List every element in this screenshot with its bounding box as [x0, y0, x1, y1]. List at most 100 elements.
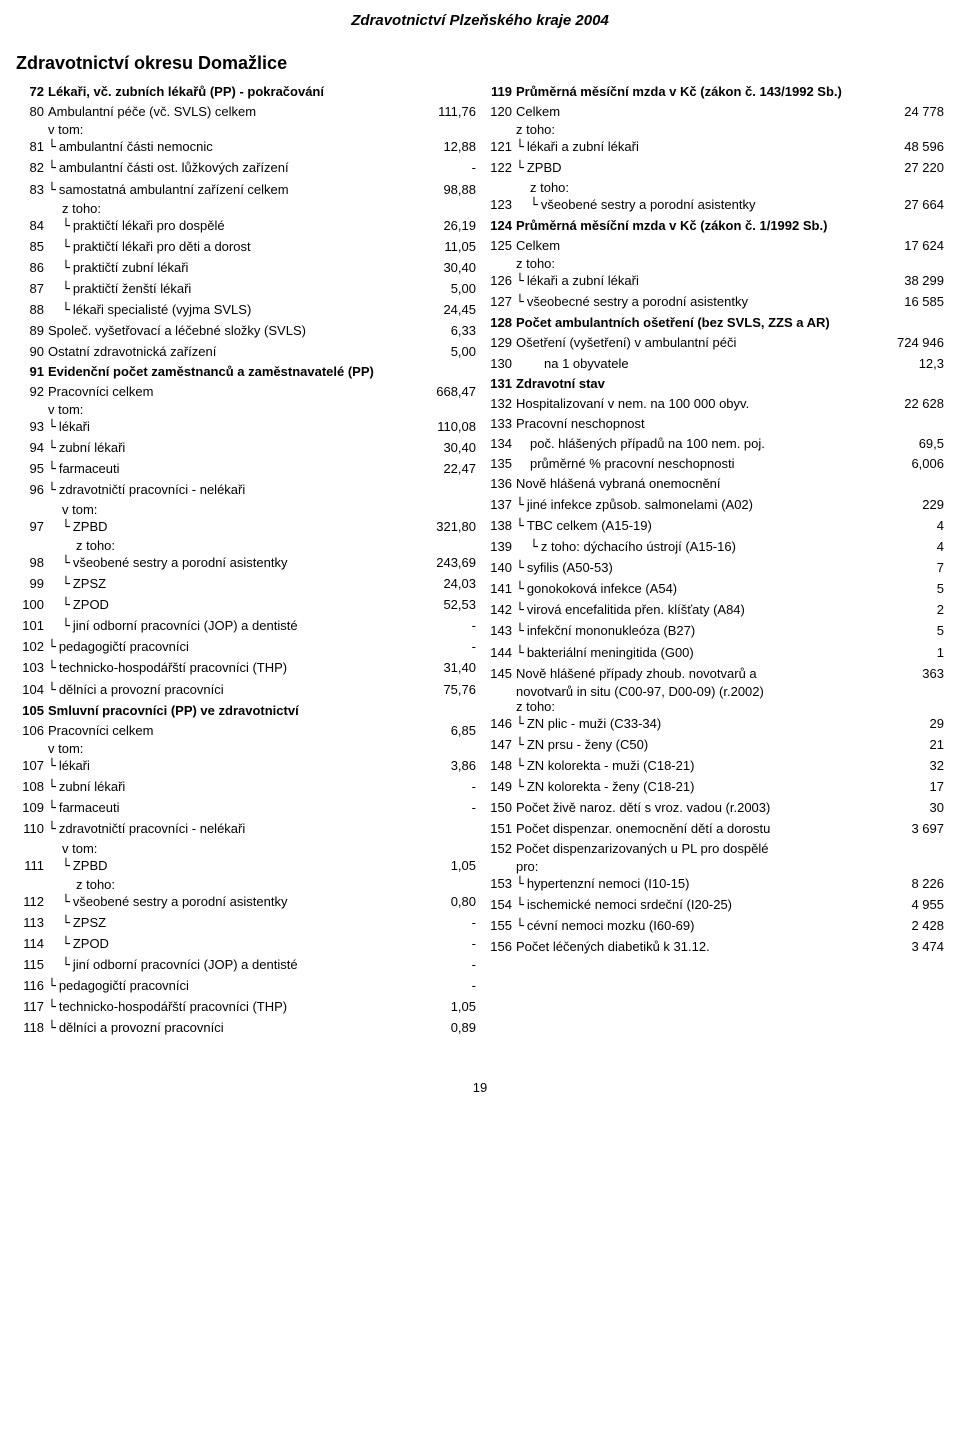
row-number: 146	[484, 714, 516, 734]
row-value: 724 946	[878, 333, 944, 353]
row-value: -	[410, 158, 476, 178]
row-value: 5,00	[410, 279, 476, 299]
row-label: Pracovní neschopnost	[516, 414, 878, 434]
row-value: 321,80	[410, 517, 476, 537]
row-number: 122	[484, 158, 516, 178]
row-label: └všeobecné sestry a porodní asistentky	[516, 292, 878, 313]
tree-connector-icon: └	[48, 977, 59, 997]
row-number: 110	[16, 819, 48, 839]
row-number: 82	[16, 158, 48, 178]
row-label: └lékaři	[48, 417, 410, 438]
row-number: 94	[16, 438, 48, 458]
row-label: Nově hlášené případy zhoub. novotvarů a	[516, 664, 878, 684]
row-value: 22,47	[410, 459, 476, 479]
tree-connector-icon: └	[62, 301, 73, 321]
row-value: 52,53	[410, 595, 476, 615]
row-number: 90	[16, 342, 48, 362]
row-label: └ZN prsu - ženy (C50)	[516, 735, 878, 756]
data-row: 143└infekční mononukleóza (B27)5	[484, 621, 944, 642]
row-label: Zdravotní stav	[516, 374, 878, 394]
data-row: 116└pedagogičtí pracovníci-	[16, 976, 476, 997]
row-label: └ambulantní části ost. lůžkových zařízen…	[48, 158, 410, 179]
data-row: 141└gonokoková infekce (A54)5	[484, 579, 944, 600]
row-label: Ošetření (vyšetření) v ambulantní péči	[516, 333, 878, 353]
row-label: Počet léčených diabetiků k 31.12.	[516, 937, 878, 957]
sub-label: z toho:	[484, 699, 944, 714]
row-number: 98	[16, 553, 48, 573]
row-number: 154	[484, 895, 516, 915]
row-number: 107	[16, 756, 48, 776]
tree-connector-icon: └	[62, 617, 73, 637]
row-value: 24 778	[878, 102, 944, 122]
row-label: └praktičtí ženští lékaři	[48, 279, 410, 300]
row-label: └zdravotničtí pracovníci - nelékaři	[48, 819, 410, 840]
row-value: 30,40	[410, 438, 476, 458]
row-value: 1,05	[410, 997, 476, 1017]
row-label: na 1 obyvatele	[516, 354, 878, 374]
tree-connector-icon: └	[48, 778, 59, 798]
tree-connector-icon: └	[516, 715, 527, 735]
row-value: 12,3	[878, 354, 944, 374]
data-row: 127└všeobecné sestry a porodní asistentk…	[484, 292, 944, 313]
tree-connector-icon: └	[48, 638, 59, 658]
left-column: 72Lékaři, vč. zubních lékařů (PP) - pokr…	[16, 82, 476, 1040]
row-label: └praktičtí lékaři pro děti a dorost	[48, 237, 410, 258]
data-row: 99└ZPSZ24,03	[16, 574, 476, 595]
row-label: └ZPBD	[48, 856, 410, 877]
row-label: └ZPBD	[48, 517, 410, 538]
row-number: 113	[16, 913, 48, 933]
row-label: └ZN plic - muži (C33-34)	[516, 714, 878, 735]
tree-connector-icon: └	[62, 575, 73, 595]
data-row: 100└ZPOD52,53	[16, 595, 476, 616]
data-row: 101└jiní odborní pracovníci (JOP) a dent…	[16, 616, 476, 637]
tree-connector-icon: └	[516, 778, 527, 798]
tree-connector-icon: └	[48, 181, 59, 201]
sub-label: v tom:	[16, 502, 476, 517]
row-value: 111,76	[410, 102, 476, 122]
tree-connector-icon: └	[62, 518, 73, 538]
row-value: 24,45	[410, 300, 476, 320]
row-value: 75,76	[410, 680, 476, 700]
data-row: 124Průměrná měsíční mzda v Kč (zákon č. …	[484, 216, 944, 236]
tree-connector-icon: └	[516, 875, 527, 895]
row-number: 85	[16, 237, 48, 257]
data-row: 122└ZPBD27 220	[484, 158, 944, 179]
row-value: 8 226	[878, 874, 944, 894]
tree-connector-icon: └	[516, 293, 527, 313]
data-row: 81└ambulantní části nemocnic12,88	[16, 137, 476, 158]
columns: 72Lékaři, vč. zubních lékařů (PP) - pokr…	[16, 82, 944, 1040]
row-label: Průměrná měsíční mzda v Kč (zákon č. 143…	[516, 82, 878, 102]
row-value: 21	[878, 735, 944, 755]
row-value: 22 628	[878, 394, 944, 414]
sub-label: z toho:	[484, 256, 944, 271]
tree-connector-icon: └	[62, 596, 73, 616]
tree-connector-icon: └	[62, 554, 73, 574]
row-label: Pracovníci celkem	[48, 721, 410, 741]
tree-connector-icon: └	[48, 799, 59, 819]
data-row: 149└ZN kolorekta - ženy (C18-21)17	[484, 777, 944, 798]
data-row: 125Celkem17 624	[484, 236, 944, 256]
tree-connector-icon: └	[48, 820, 59, 840]
data-row: 85└praktičtí lékaři pro děti a dorost11,…	[16, 237, 476, 258]
data-row: 138└TBC celkem (A15-19)4	[484, 516, 944, 537]
data-row: 119Průměrná měsíční mzda v Kč (zákon č. …	[484, 82, 944, 102]
data-row: 128Počet ambulantních ošetření (bez SVLS…	[484, 313, 944, 333]
row-label: Nově hlášená vybraná onemocnění	[516, 474, 878, 494]
tree-connector-icon: └	[48, 481, 59, 501]
data-row: 152Počet dispenzarizovaných u PL pro dos…	[484, 839, 944, 859]
data-row: 129Ošetření (vyšetření) v ambulantní péč…	[484, 333, 944, 353]
tree-connector-icon: └	[516, 496, 527, 516]
row-number: 130	[484, 354, 516, 374]
row-label: └jiní odborní pracovníci (JOP) a dentist…	[48, 955, 410, 976]
row-label: └TBC celkem (A15-19)	[516, 516, 878, 537]
row-number: 145	[484, 664, 516, 684]
row-label: └technicko-hospodářští pracovníci (THP)	[48, 997, 410, 1018]
data-row: 105Smluvní pracovníci (PP) ve zdravotnic…	[16, 701, 476, 721]
row-label: Počet dispenzarizovaných u PL pro dospěl…	[516, 839, 878, 859]
row-label: └jiné infekce způsob. salmonelami (A02)	[516, 495, 878, 516]
row-value: 243,69	[410, 553, 476, 573]
data-row: 132Hospitalizovaní v nem. na 100 000 oby…	[484, 394, 944, 414]
row-label: └infekční mononukleóza (B27)	[516, 621, 878, 642]
tree-connector-icon: └	[530, 196, 541, 216]
data-row: 145Nově hlášené případy zhoub. novotvarů…	[484, 664, 944, 684]
